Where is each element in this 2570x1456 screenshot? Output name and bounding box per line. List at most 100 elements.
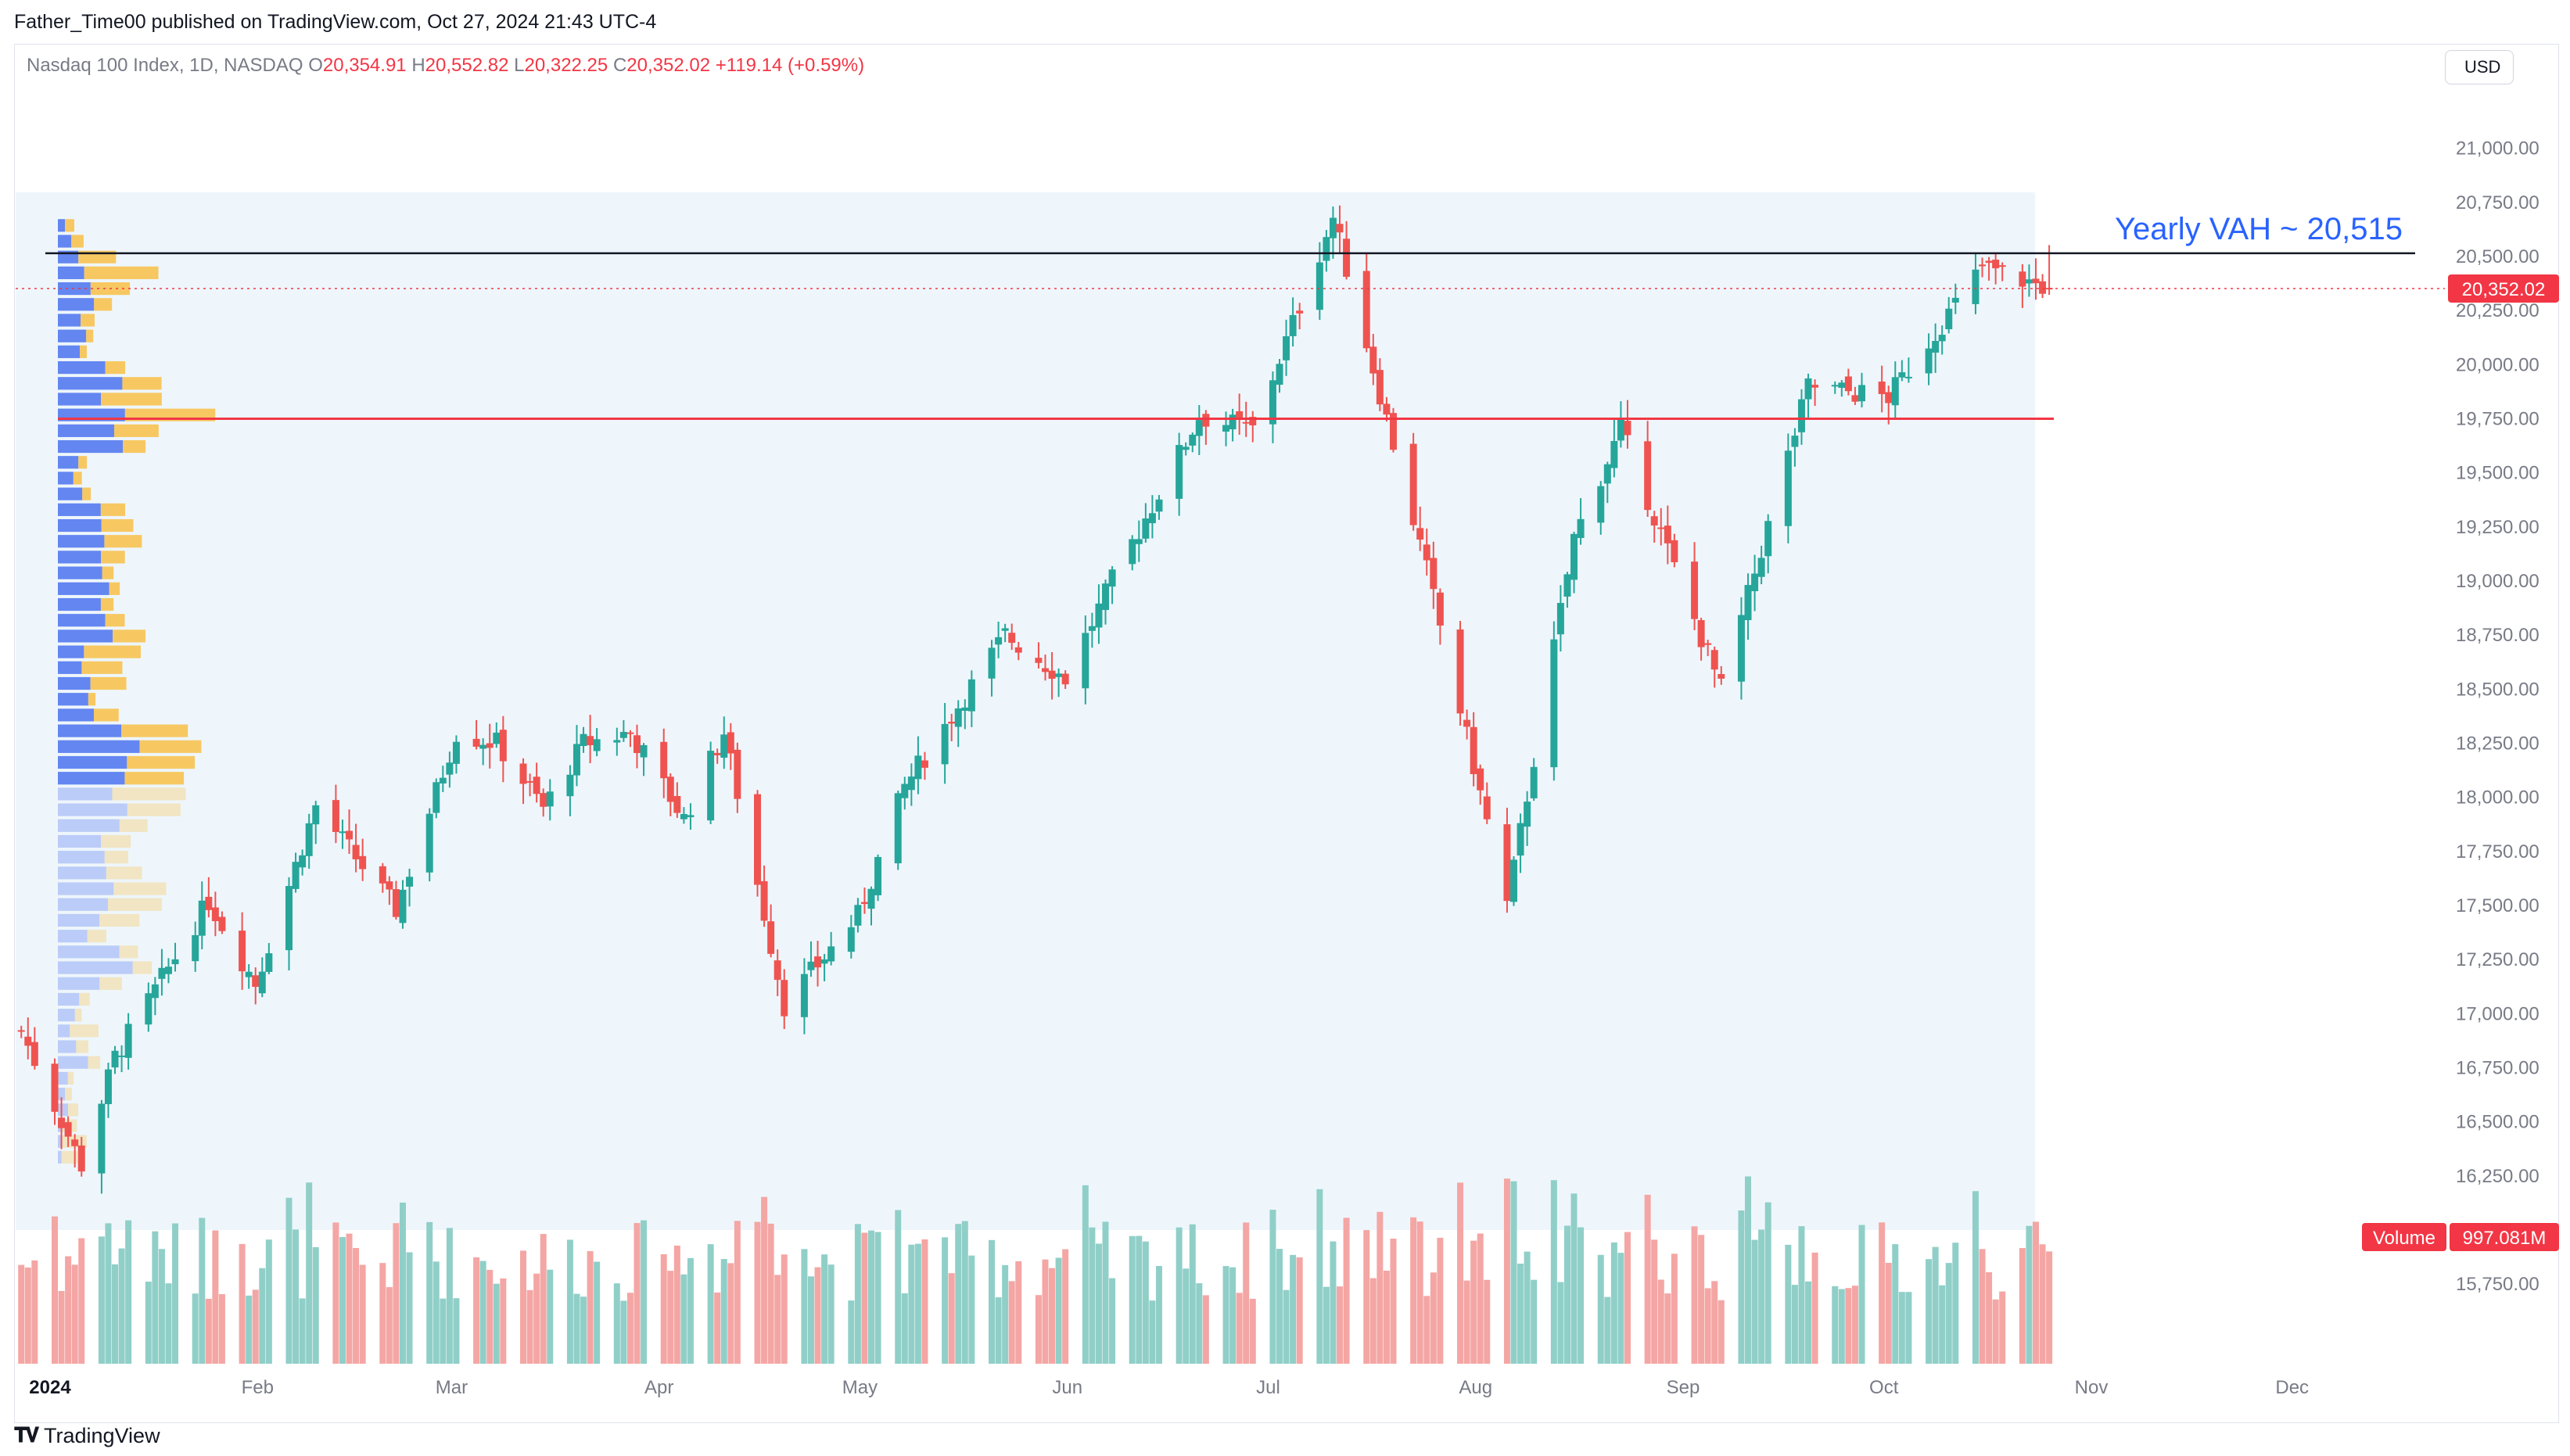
price-tick: 20,750.00 (2456, 192, 2539, 213)
volume-bar (1189, 1224, 1196, 1364)
volume-bar (1377, 1211, 1384, 1364)
vp-down-bar (114, 424, 159, 437)
tradingview-logo[interactable]: 𝐓𝐕 TradingView (14, 1423, 160, 1448)
volume-bar (293, 1229, 300, 1364)
volume-bar (1851, 1286, 1858, 1364)
volume-bar (1095, 1243, 1102, 1364)
candle (1563, 572, 1571, 608)
vp-down-bar (76, 1040, 89, 1053)
volume-bar (727, 1263, 734, 1364)
volume-bar (1316, 1189, 1323, 1364)
vp-up-bar (58, 834, 102, 848)
candle (907, 763, 915, 806)
vp-up-bar (58, 1071, 68, 1085)
volume-bar (827, 1264, 835, 1364)
volume-bar (1838, 1289, 1845, 1364)
volume-bar (1798, 1226, 1805, 1364)
candle (386, 876, 393, 906)
volume-bar (1484, 1279, 1491, 1364)
volume-bar (440, 1298, 447, 1364)
price-tick: 20,500.00 (2456, 246, 2539, 267)
vp-up-bar (58, 487, 83, 500)
vp-up-bar (58, 424, 115, 437)
volume-bar (1269, 1210, 1276, 1364)
candle (995, 622, 1003, 658)
candle (104, 1062, 112, 1118)
volume-bar (24, 1267, 31, 1364)
candle (1430, 541, 1438, 609)
volume-bar (433, 1261, 440, 1364)
chart-frame (14, 44, 2559, 1423)
volume-bar (1062, 1249, 1069, 1364)
candle (1831, 381, 1839, 394)
volume-bar (1042, 1259, 1049, 1364)
vp-down-bar (99, 977, 122, 990)
price-axis: 21,000.00 20,750.00 20,500.00 20,250.00 20,0… (2362, 138, 2559, 1295)
candle (332, 784, 339, 844)
price-tick: 21,000.00 (2456, 138, 2539, 160)
candle (305, 813, 313, 870)
volume-bar (1176, 1227, 1183, 1364)
vp-down-bar (105, 614, 125, 627)
vp-down-bar (101, 550, 125, 564)
volume-bar (1557, 1282, 1564, 1364)
vp-down-bar (65, 219, 74, 232)
volume-bar (1323, 1286, 1330, 1364)
time-tick: Apr (644, 1377, 673, 1398)
volume-bar (78, 1238, 85, 1364)
candle (1597, 481, 1605, 535)
candle (1189, 432, 1197, 453)
vp-up-bar (58, 1040, 77, 1053)
volume-bar (533, 1273, 540, 1364)
candle (1932, 323, 1940, 373)
volume-bar (634, 1223, 641, 1364)
candle (439, 766, 447, 792)
candle (540, 788, 547, 817)
volume-badge (2362, 1223, 2446, 1251)
volume-bar (908, 1244, 915, 1364)
vp-down-bar (74, 1009, 82, 1022)
volume-bar (1102, 1221, 1109, 1364)
vp-down-bar (102, 566, 114, 579)
volume-bar (1337, 1286, 1344, 1364)
candle (17, 1025, 25, 1038)
high-value: 20,552.82 (425, 55, 509, 76)
volume-bar (1229, 1267, 1237, 1364)
price-tick: 18,250.00 (2456, 733, 2539, 755)
volume-bar (1805, 1281, 1812, 1364)
candle (245, 964, 253, 989)
currency-button[interactable]: USD (2445, 50, 2514, 84)
volume-bar (172, 1223, 179, 1364)
open-label: O (308, 55, 323, 76)
vp-up-bar (58, 803, 127, 816)
time-tick: May (842, 1377, 878, 1398)
candle (814, 941, 822, 987)
candle (258, 957, 266, 998)
volume-bar (754, 1221, 761, 1364)
volume-bar (781, 1254, 788, 1364)
volume-bar (1463, 1280, 1470, 1364)
candle (1041, 654, 1049, 681)
volume-bar (31, 1260, 38, 1364)
candle (339, 819, 346, 849)
candle (1517, 813, 1524, 873)
volume-bar (1604, 1296, 1611, 1364)
vp-down-bar (70, 1024, 99, 1038)
candle (1095, 584, 1103, 644)
vp-up-bar (58, 550, 102, 564)
candle (1624, 400, 1631, 449)
vp-down-bar (104, 535, 142, 548)
candle (285, 877, 293, 971)
candle (265, 942, 273, 974)
volume-bar (339, 1237, 346, 1364)
volume-bar (580, 1296, 587, 1364)
volume-bar (1015, 1261, 1022, 1364)
volume-bar (1657, 1279, 1664, 1364)
volume-bar (2026, 1225, 2033, 1364)
candle (252, 967, 260, 1005)
candle (760, 865, 768, 927)
volume-bar (1503, 1178, 1510, 1364)
volume-bar (1416, 1221, 1423, 1364)
volume-bar (1926, 1259, 1933, 1364)
